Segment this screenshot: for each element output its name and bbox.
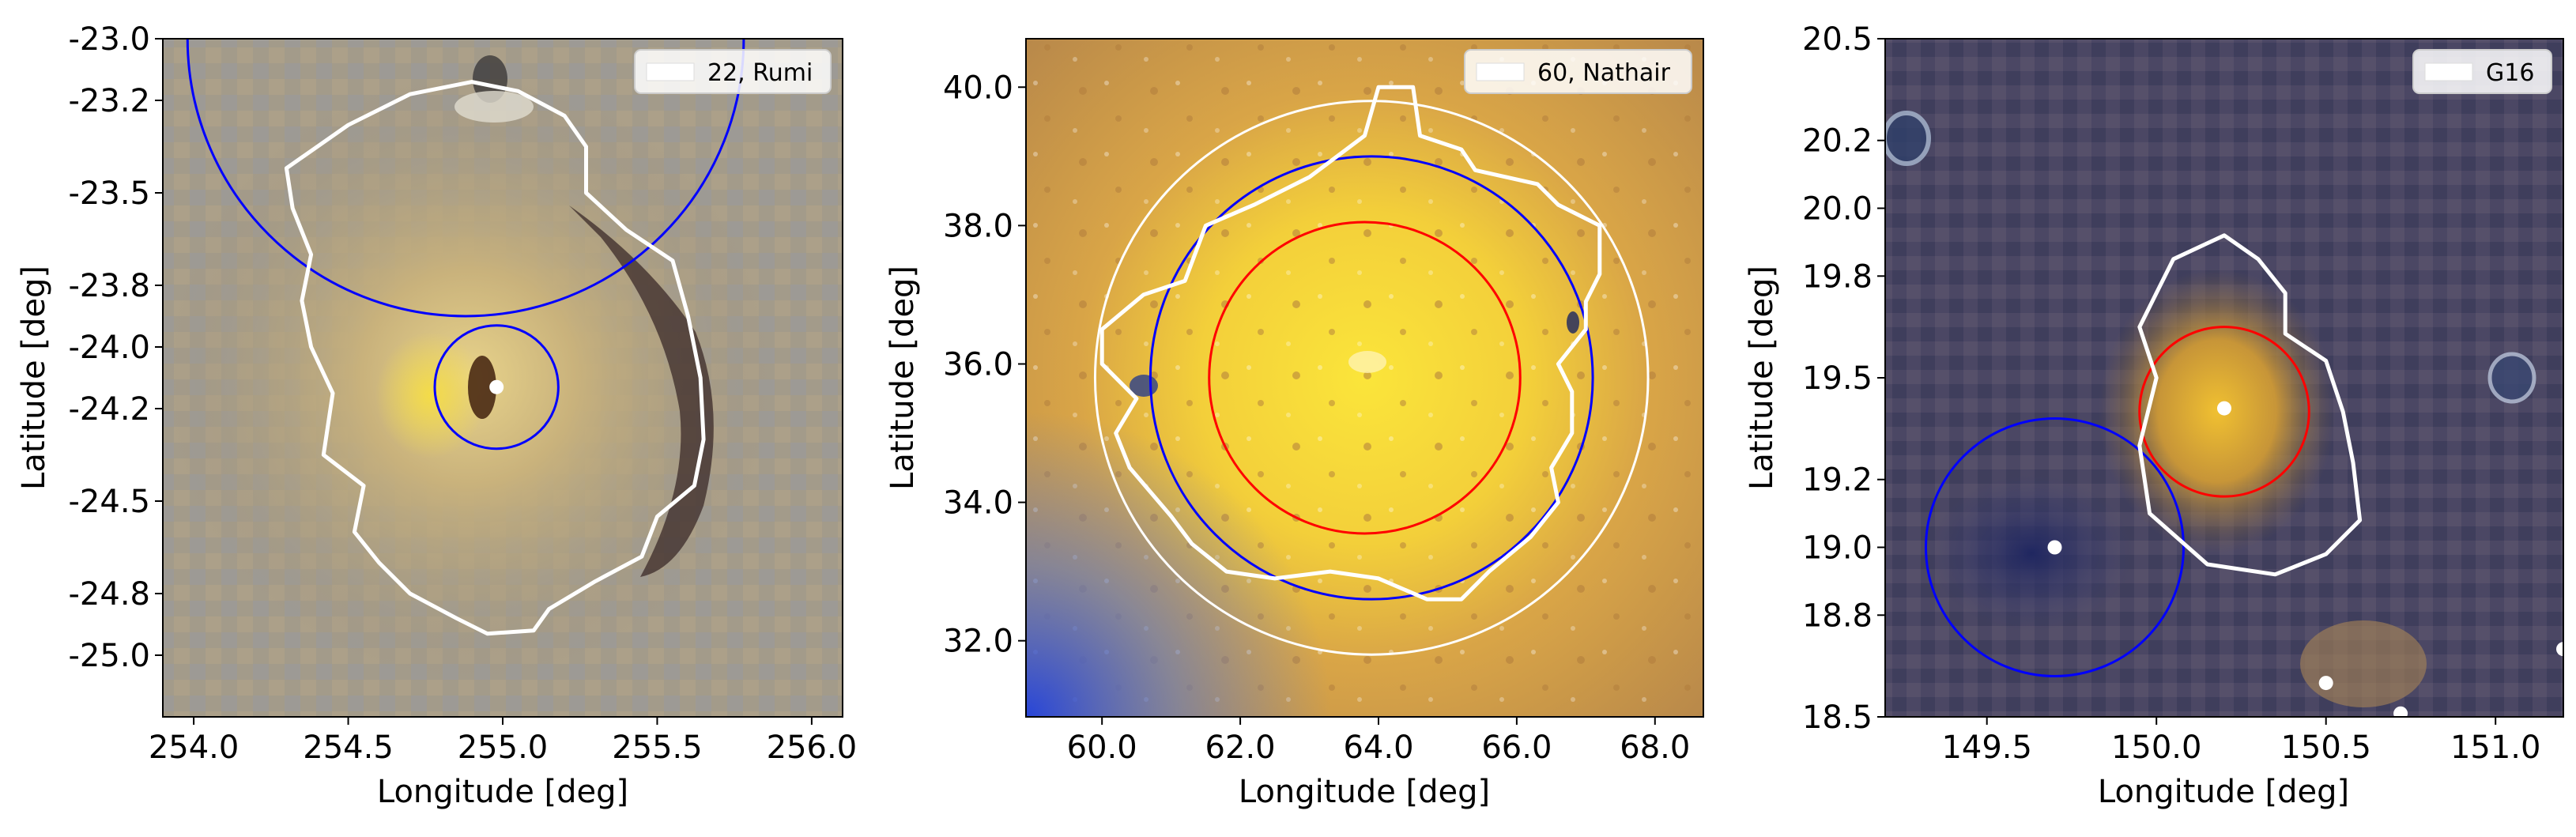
panel-rumi-xlabel: Longitude [deg] (377, 774, 628, 810)
y-tick-label: -23.0 (69, 21, 151, 58)
y-tick-label: 19.2 (1802, 462, 1873, 499)
x-tick-label: 64.0 (1343, 730, 1413, 766)
y-tick-label: -23.2 (69, 83, 151, 119)
legend-box (2412, 49, 2552, 94)
y-tick-label: -24.8 (69, 576, 151, 613)
circle-red-1 (2138, 326, 2310, 498)
panel-nathair-legend: 60, Nathair (1464, 49, 1692, 94)
point-2 (2318, 676, 2333, 691)
panel-g16: 149.5 150.0 150.5 151.0 18.5 18.8 19.0 19.2 19.… (1744, 21, 2564, 810)
panel-nathair: 60.0 62.0 64.0 66.0 68.0 32.0 34.0 36.0 38.0 40.… (884, 38, 1704, 810)
legend-box (1464, 49, 1692, 94)
x-tick-label: 60.0 (1067, 730, 1137, 766)
y-tick-label: -24.2 (69, 391, 151, 428)
panel-rumi: 254.0 254.5 255.0 255.5 256.0 -23.0 -23.2 -23.… (16, 21, 858, 810)
legend-label: 22, Rumi (707, 59, 813, 87)
y-tick-label: 32.0 (943, 624, 1013, 660)
y-tick-label: 38.0 (943, 208, 1013, 244)
y-tick-label: 18.5 (1802, 699, 1873, 736)
x-tick-label: 66.0 (1481, 730, 1552, 766)
y-tick-label: 20.5 (1802, 21, 1873, 58)
y-tick-label: 34.0 (943, 485, 1013, 522)
ejecta-outline (2137, 233, 2363, 577)
circle-blue-1 (1148, 155, 1594, 601)
y-tick-label: 20.0 (1802, 191, 1873, 228)
y-tick-label: -24.0 (69, 330, 151, 366)
point-0 (2217, 401, 2231, 416)
y-tick-label: 19.5 (1802, 360, 1873, 397)
x-tick-label: 254.5 (303, 730, 394, 766)
x-tick-label: 255.0 (458, 730, 549, 766)
y-tick-label: 40.0 (943, 70, 1013, 106)
circle-white-0 (1093, 100, 1650, 656)
legend-swatch (646, 62, 695, 81)
y-tick-label: 18.8 (1802, 598, 1873, 634)
panel-g16-image (1885, 39, 2563, 717)
panel-g16-xlabel: Longitude [deg] (2098, 774, 2349, 810)
circle-blue-0 (186, 39, 745, 318)
x-tick-label: 255.5 (612, 730, 703, 766)
x-tick-label: 150.5 (2280, 730, 2371, 766)
legend-swatch (1476, 62, 1525, 81)
y-tick-label: 20.2 (1802, 123, 1873, 160)
x-tick-label: 150.0 (2111, 730, 2202, 766)
circle-red-2 (1208, 221, 1522, 535)
y-tick-label: -25.0 (69, 638, 151, 674)
legend-swatch (2424, 62, 2473, 81)
y-tick-label: -23.5 (69, 175, 151, 212)
y-tick-label: 19.8 (1802, 258, 1873, 295)
panel-rumi-ylabel: Latitude [deg] (16, 266, 52, 490)
y-tick-label: 19.0 (1802, 530, 1873, 567)
panel-rumi-image (163, 39, 843, 717)
point-0 (489, 379, 504, 394)
legend-label: G16 (2486, 59, 2534, 87)
panel-nathair-ylabel: Latitude [deg] (884, 266, 921, 490)
circle-blue-1 (433, 324, 560, 451)
x-tick-label: 256.0 (767, 730, 858, 766)
panel-nathair-image (1026, 39, 1703, 717)
circle-blue-0 (1924, 417, 2186, 678)
ejecta-outline (284, 80, 706, 636)
ejecta-outline (1099, 85, 1602, 601)
panel-g16-legend: G16 (2412, 49, 2552, 94)
y-tick-label: -24.5 (69, 484, 151, 520)
y-tick-label: -23.8 (69, 268, 151, 304)
x-tick-label: 62.0 (1205, 730, 1276, 766)
panel-rumi-legend: 22, Rumi (634, 49, 832, 94)
y-tick-label: 36.0 (943, 346, 1013, 383)
x-tick-label: 149.5 (1941, 730, 2032, 766)
x-tick-label: 254.0 (149, 730, 239, 766)
panel-nathair-xlabel: Longitude [deg] (1239, 774, 1490, 810)
x-tick-label: 151.0 (2450, 730, 2541, 766)
point-4 (2556, 642, 2563, 657)
legend-box (634, 49, 832, 94)
x-tick-label: 68.0 (1620, 730, 1690, 766)
point-3 (2393, 706, 2408, 717)
legend-label: 60, Nathair (1537, 59, 1671, 87)
panel-nathair-frame (1025, 38, 1704, 718)
panel-g16-ylabel: Latitude [deg] (1744, 266, 1780, 490)
point-1 (2047, 540, 2062, 555)
